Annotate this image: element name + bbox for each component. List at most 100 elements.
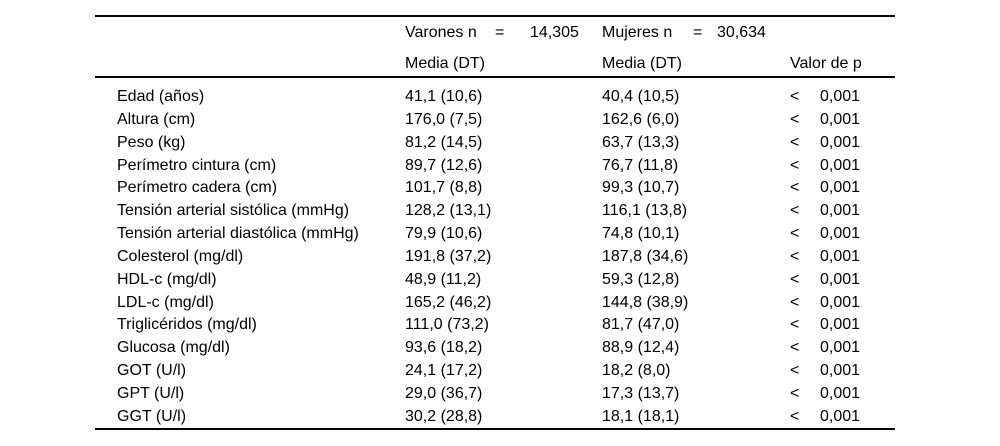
p-value: 0,001	[820, 133, 861, 151]
variable-label: Edad (años)	[117, 88, 205, 105]
table-row: Triglicéridos (mg/dl) 111,0 (73,2) 81,7 …	[95, 314, 895, 337]
variable-label: Perímetro cadera (cm)	[117, 179, 278, 197]
p-value: 0,001	[820, 407, 861, 425]
varones-mean-sd: 191,8 (37,2)	[405, 247, 492, 265]
mujeres-mean-sd: 59,3 (12,8)	[602, 270, 680, 288]
p-less-than-sign: <	[790, 225, 800, 243]
p-value: 0,001	[820, 270, 861, 288]
valor-de-p-header: Valor de p	[790, 55, 862, 72]
p-value: 0,001	[820, 384, 861, 402]
p-less-than-sign: <	[790, 270, 800, 288]
varones-mean-sd: 41,1 (10,6)	[405, 88, 483, 105]
mujeres-mean-sd: 162,6 (6,0)	[602, 110, 680, 128]
varones-mean-sd: 29,0 (36,7)	[405, 384, 483, 402]
varones-mean-sd: 165,2 (46,2)	[405, 293, 492, 311]
varones-mean-sd: 128,2 (13,1)	[405, 202, 492, 220]
mujeres-mean-sd: 88,9 (12,4)	[602, 339, 680, 357]
mujeres-group-label: Mujeres n	[602, 24, 673, 41]
p-less-than-sign: <	[790, 110, 800, 128]
p-value: 0,001	[820, 179, 861, 197]
p-value: 0,001	[820, 293, 861, 311]
variable-label: Glucosa (mg/dl)	[117, 339, 230, 357]
table-row: LDL-c (mg/dl) 165,2 (46,2) 144,8 (38,9) …	[95, 292, 895, 315]
p-less-than-sign: <	[790, 88, 800, 105]
p-less-than-sign: <	[790, 156, 800, 174]
table-header-rule	[95, 76, 895, 79]
variable-label: GPT (U/l)	[117, 384, 185, 402]
p-value: 0,001	[820, 88, 861, 105]
p-value: 0,001	[820, 362, 861, 380]
table-row: Edad (años) 41,1 (10,6) 40,4 (10,5) < 0,…	[95, 86, 895, 109]
p-value: 0,001	[820, 225, 861, 243]
table-row: GGT (U/l) 30,2 (28,8) 18,1 (18,1) < 0,00…	[95, 406, 895, 429]
variable-label: Altura (cm)	[117, 110, 196, 128]
table-row: Colesterol (mg/dl) 191,8 (37,2) 187,8 (3…	[95, 246, 895, 269]
varones-media-dt-header: Media (DT)	[405, 55, 486, 72]
p-value: 0,001	[820, 110, 861, 128]
varones-mean-sd: 79,9 (10,6)	[405, 225, 483, 243]
table-row: GOT (U/l) 24,1 (17,2) 18,2 (8,0) < 0,001	[95, 360, 895, 383]
table-row: HDL-c (mg/dl) 48,9 (11,2) 59,3 (12,8) < …	[95, 269, 895, 292]
varones-n-value: 14,305	[530, 24, 579, 41]
mujeres-mean-sd: 40,4 (10,5)	[602, 88, 680, 105]
mujeres-mean-sd: 99,3 (10,7)	[602, 179, 680, 197]
mujeres-mean-sd: 76,7 (11,8)	[602, 156, 679, 174]
variable-label: Tensión arterial diastólica (mmHg)	[117, 225, 359, 243]
varones-mean-sd: 101,7 (8,8)	[405, 179, 483, 197]
variable-label: Perímetro cintura (cm)	[117, 156, 277, 174]
table-column-header-row: Media (DT) Media (DT) Valor de p	[95, 53, 895, 75]
varones-mean-sd: 111,0 (73,2)	[405, 316, 489, 334]
table-body: Edad (años) 41,1 (10,6) 40,4 (10,5) < 0,…	[95, 86, 895, 429]
table-row: Peso (kg) 81,2 (14,5) 63,7 (13,3) < 0,00…	[95, 132, 895, 155]
varones-mean-sd: 30,2 (28,8)	[405, 407, 483, 425]
mujeres-mean-sd: 18,1 (18,1)	[602, 407, 680, 425]
p-less-than-sign: <	[790, 339, 800, 357]
mujeres-mean-sd: 81,7 (47,0)	[602, 316, 680, 334]
variable-label: Tensión arterial sistólica (mmHg)	[117, 202, 350, 220]
mujeres-mean-sd: 17,3 (13,7)	[602, 384, 680, 402]
variable-label: Peso (kg)	[117, 133, 186, 151]
table-row: Perímetro cadera (cm) 101,7 (8,8) 99,3 (…	[95, 177, 895, 200]
varones-mean-sd: 176,0 (7,5)	[405, 110, 483, 128]
p-less-than-sign: <	[790, 316, 800, 334]
p-less-than-sign: <	[790, 247, 800, 265]
table-bottom-rule	[95, 428, 895, 430]
varones-mean-sd: 89,7 (12,6)	[405, 156, 483, 174]
variable-label: GGT (U/l)	[117, 407, 187, 425]
mujeres-mean-sd: 187,8 (34,6)	[602, 247, 689, 265]
table-row: Glucosa (mg/dl) 93,6 (18,2) 88,9 (12,4) …	[95, 337, 895, 360]
p-less-than-sign: <	[790, 202, 800, 220]
mujeres-mean-sd: 74,8 (10,1)	[602, 225, 680, 243]
varones-group-label: Varones n	[405, 24, 477, 41]
table-row: Tensión arterial diastólica (mmHg) 79,9 …	[95, 223, 895, 246]
variable-label: Triglicéridos (mg/dl)	[117, 316, 257, 334]
mujeres-media-dt-header: Media (DT)	[602, 55, 683, 72]
table-row: Tensión arterial sistólica (mmHg) 128,2 …	[95, 200, 895, 223]
p-less-than-sign: <	[790, 407, 800, 425]
mujeres-mean-sd: 18,2 (8,0)	[602, 362, 671, 380]
p-value: 0,001	[820, 202, 861, 220]
varones-mean-sd: 48,9 (11,2)	[405, 270, 482, 288]
varones-mean-sd: 24,1 (17,2)	[405, 362, 483, 380]
varones-equals-sign: =	[495, 24, 505, 41]
p-less-than-sign: <	[790, 293, 800, 311]
p-less-than-sign: <	[790, 362, 800, 380]
mujeres-mean-sd: 144,8 (38,9)	[602, 293, 689, 311]
table-row: GPT (U/l) 29,0 (36,7) 17,3 (13,7) < 0,00…	[95, 383, 895, 406]
mujeres-equals-sign: =	[693, 24, 703, 41]
descriptive-statistics-table: Varones n = 14,305 Mujeres n = 30,634 Me…	[95, 0, 895, 446]
table-top-rule	[95, 15, 895, 17]
variable-label: GOT (U/l)	[117, 362, 187, 380]
table-row: Altura (cm) 176,0 (7,5) 162,6 (6,0) < 0,…	[95, 109, 895, 132]
p-less-than-sign: <	[790, 133, 800, 151]
table-row: Perímetro cintura (cm) 89,7 (12,6) 76,7 …	[95, 155, 895, 178]
variable-label: HDL-c (mg/dl)	[117, 270, 217, 288]
p-value: 0,001	[820, 156, 861, 174]
p-value: 0,001	[820, 247, 861, 265]
variable-label: LDL-c (mg/dl)	[117, 293, 214, 311]
variable-label: Colesterol (mg/dl)	[117, 247, 244, 265]
mujeres-n-value: 30,634	[717, 24, 766, 41]
varones-mean-sd: 93,6 (18,2)	[405, 339, 483, 357]
p-less-than-sign: <	[790, 179, 800, 197]
p-value: 0,001	[820, 339, 861, 357]
